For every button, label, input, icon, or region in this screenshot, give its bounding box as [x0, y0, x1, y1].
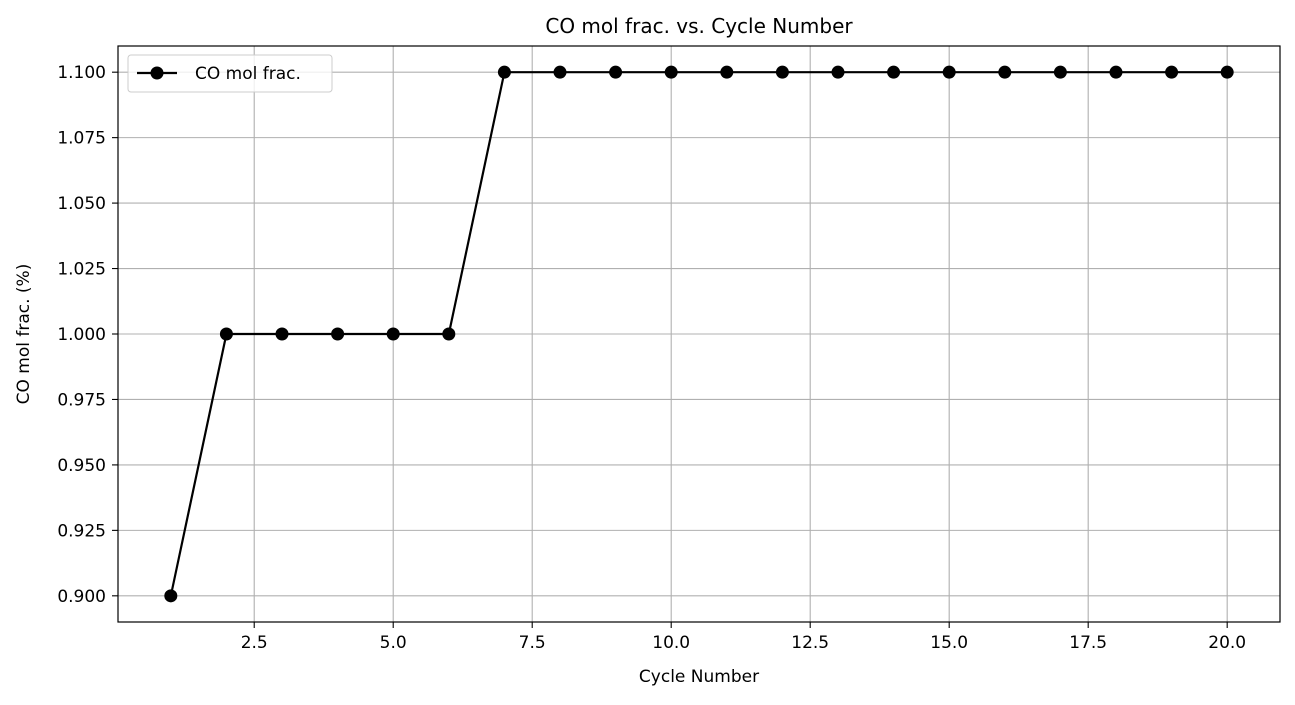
- y-tick-label: 0.950: [57, 456, 106, 476]
- data-point: [1165, 65, 1179, 79]
- legend: CO mol frac.: [127, 54, 333, 93]
- data-point: [720, 65, 734, 79]
- x-tick-label: 15.0: [930, 633, 968, 653]
- data-point: [442, 327, 456, 341]
- data-point: [887, 65, 901, 79]
- y-tick-label: 1.025: [57, 260, 106, 280]
- data-point: [831, 65, 845, 79]
- data-point: [1109, 65, 1123, 79]
- legend-marker-swatch: [150, 66, 164, 80]
- y-tick-label: 1.050: [57, 194, 106, 214]
- y-axis-label: CO mol frac. (%): [14, 264, 34, 405]
- x-tick-label: 2.5: [241, 633, 268, 653]
- data-point: [998, 65, 1012, 79]
- data-point: [497, 65, 511, 79]
- y-tick-label: 1.100: [57, 63, 106, 83]
- series-line: [169, 71, 1228, 597]
- data-point: [275, 327, 289, 341]
- y-tick-label: 1.000: [57, 325, 106, 345]
- y-tick-label: 0.900: [57, 587, 106, 607]
- data-point: [609, 65, 623, 79]
- data-point: [942, 65, 956, 79]
- x-tick-label: 20.0: [1208, 633, 1246, 653]
- x-tick-label: 10.0: [652, 633, 690, 653]
- x-tick-label: 5.0: [380, 633, 407, 653]
- legend-label: CO mol frac.: [195, 64, 301, 84]
- data-point: [664, 65, 678, 79]
- axis-layer: 2.5 5.0 7.5 10.0 12.5 15.0 17.5 20.0 0.900 0.925 0…: [57, 63, 1246, 653]
- data-point: [386, 327, 400, 341]
- x-tick-label: 17.5: [1069, 633, 1107, 653]
- data-point: [553, 65, 567, 79]
- legend-box: [127, 54, 333, 93]
- data-point: [164, 589, 178, 603]
- y-tick-label: 0.975: [57, 390, 106, 410]
- x-axis-label: Cycle Number: [639, 667, 759, 687]
- series-layer: [164, 65, 1234, 603]
- data-point: [331, 327, 345, 341]
- data-point: [1053, 65, 1067, 79]
- y-tick-label: 1.075: [57, 129, 106, 149]
- x-tick-label: 12.5: [791, 633, 829, 653]
- y-tick-label: 0.925: [57, 521, 106, 541]
- chart-title: CO mol frac. vs. Cycle Number: [545, 14, 853, 38]
- x-tick-label: 7.5: [519, 633, 546, 653]
- data-point: [219, 327, 233, 341]
- data-point: [775, 65, 789, 79]
- data-point: [1220, 65, 1234, 79]
